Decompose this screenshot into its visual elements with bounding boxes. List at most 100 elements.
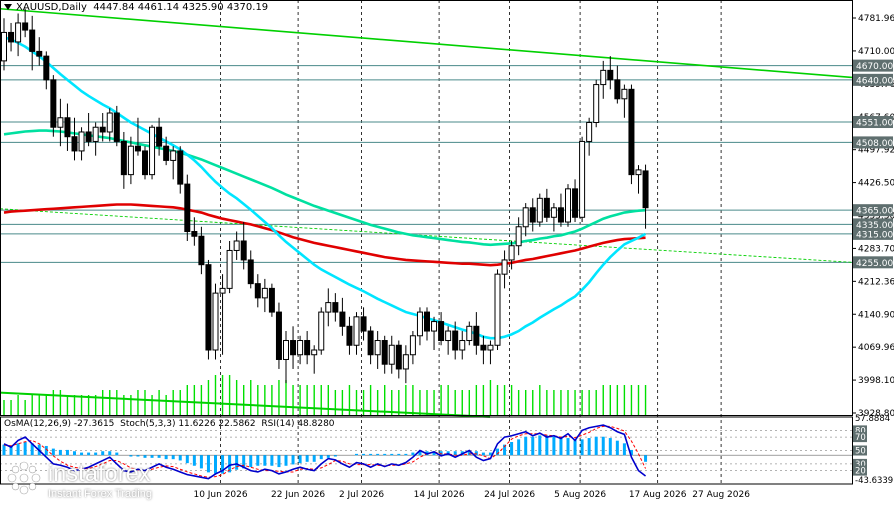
osc-tick-label: 70	[855, 433, 866, 443]
candle-bull	[522, 207, 529, 228]
ema-fast-line	[3, 35, 647, 340]
candle-bear	[247, 259, 254, 285]
candle-bear	[8, 31, 15, 43]
candle-bull	[92, 126, 99, 142]
candle-bear	[572, 188, 579, 218]
candle-bull	[593, 84, 600, 123]
candle-bull	[1, 31, 7, 62]
candle-bull	[487, 344, 494, 351]
candle-bear	[177, 150, 184, 185]
candle-bull	[494, 273, 501, 346]
candle-bear	[29, 29, 36, 52]
candle-bull	[15, 22, 22, 43]
candle-bear	[473, 325, 480, 346]
price-level-badge	[853, 218, 893, 231]
candle-bear	[156, 126, 163, 147]
price-level-badge	[853, 256, 893, 269]
collapse-triangle-icon[interactable]	[4, 4, 12, 10]
candle-bear	[36, 50, 43, 57]
osc-level-badge	[853, 445, 867, 456]
date-tick-label: 10 Jun 2026	[193, 490, 247, 500]
date-tick-label: 14 Jul 2026	[414, 490, 465, 500]
chart-frame	[0, 0, 853, 485]
osc-level-badge	[853, 458, 867, 469]
candle-bull	[402, 354, 409, 370]
candle-bear	[614, 79, 621, 100]
date-tick-label: 5 Aug 2026	[554, 490, 606, 500]
candle-bear	[332, 302, 339, 313]
price-level-label: 4335.00	[856, 221, 893, 231]
candle-bull	[311, 349, 318, 356]
candle-bull	[127, 145, 134, 176]
candle-bull	[353, 316, 360, 346]
price-tick-label: 4283.70	[858, 244, 894, 254]
candle-bull	[106, 112, 113, 133]
candle-bear	[191, 231, 198, 237]
price-level-badge	[853, 116, 893, 129]
candle-bear	[99, 126, 106, 133]
candle-bull	[416, 311, 423, 337]
candle-bear	[43, 55, 50, 81]
candle-bear	[628, 88, 635, 176]
date-tick-label: 24 Jul 2026	[484, 490, 535, 500]
price-tick-label: 4355.30	[858, 212, 894, 222]
candle-bull	[226, 249, 233, 289]
candle-bear	[424, 311, 430, 332]
price-level-badge	[853, 204, 893, 217]
main-panel	[0, 0, 853, 484]
candle-bull	[621, 88, 628, 100]
candle-bull	[78, 131, 85, 152]
price-level-label: 4508.00	[856, 139, 893, 149]
osc-border	[0, 416, 853, 485]
candle-bull	[536, 197, 543, 223]
candle-bear	[268, 287, 275, 313]
upper-trendline	[0, 7, 853, 79]
price-level-label: 4255.00	[856, 259, 893, 269]
osc-level-badge	[853, 425, 867, 436]
candle-bull	[318, 311, 325, 351]
candle-bear	[184, 183, 191, 233]
candle-bull	[508, 245, 515, 261]
watermark-tagline: Instant Forex Trading	[48, 488, 152, 500]
price-level-badge	[853, 136, 893, 149]
candle-bear	[198, 235, 205, 266]
candle-bear	[113, 112, 120, 142]
date-tick-label: 2 Jul 2026	[339, 490, 384, 500]
price-level-label: 4640.00	[856, 76, 893, 86]
symbol-label: XAUUSD,Daily	[16, 2, 87, 13]
price-level-badge	[853, 227, 893, 240]
stoch-main-line	[3, 424, 647, 480]
candle-bear	[339, 311, 346, 327]
candle-bull	[501, 259, 508, 275]
candle-bull	[212, 292, 219, 351]
osc-level-badge	[853, 465, 867, 476]
candle-bear	[452, 330, 459, 351]
candle-bull	[431, 321, 438, 332]
candle-bull	[466, 325, 473, 342]
candle-bull	[550, 207, 557, 218]
candle-bear	[438, 321, 445, 342]
osma-readout: OsMA(12,26,9) -27.3615	[4, 419, 115, 429]
candle-bull	[445, 330, 452, 342]
candle-bull	[297, 340, 304, 356]
candle-bear	[367, 330, 374, 356]
dashed-trendline	[0, 208, 853, 263]
candle-bull	[600, 69, 607, 86]
date-tick-label: 17 Aug 2026	[629, 490, 687, 500]
candle-bull	[374, 340, 381, 356]
osc-tick-label: 50	[855, 447, 866, 457]
price-tick-label: 4069.96	[858, 343, 894, 353]
candle-bear	[642, 170, 649, 209]
candle-bear	[381, 340, 388, 365]
price-tick-label: 4212.36	[858, 277, 894, 287]
candle-bull	[388, 344, 395, 365]
date-tick-label: 22 Jun 2026	[271, 490, 325, 500]
candlesticks	[1, 8, 649, 384]
candle-bear	[529, 207, 536, 223]
price-tick-label: 4781.96	[858, 14, 894, 24]
candle-bear	[360, 316, 367, 332]
candle-bull	[579, 140, 586, 218]
candle-bull	[409, 335, 416, 356]
